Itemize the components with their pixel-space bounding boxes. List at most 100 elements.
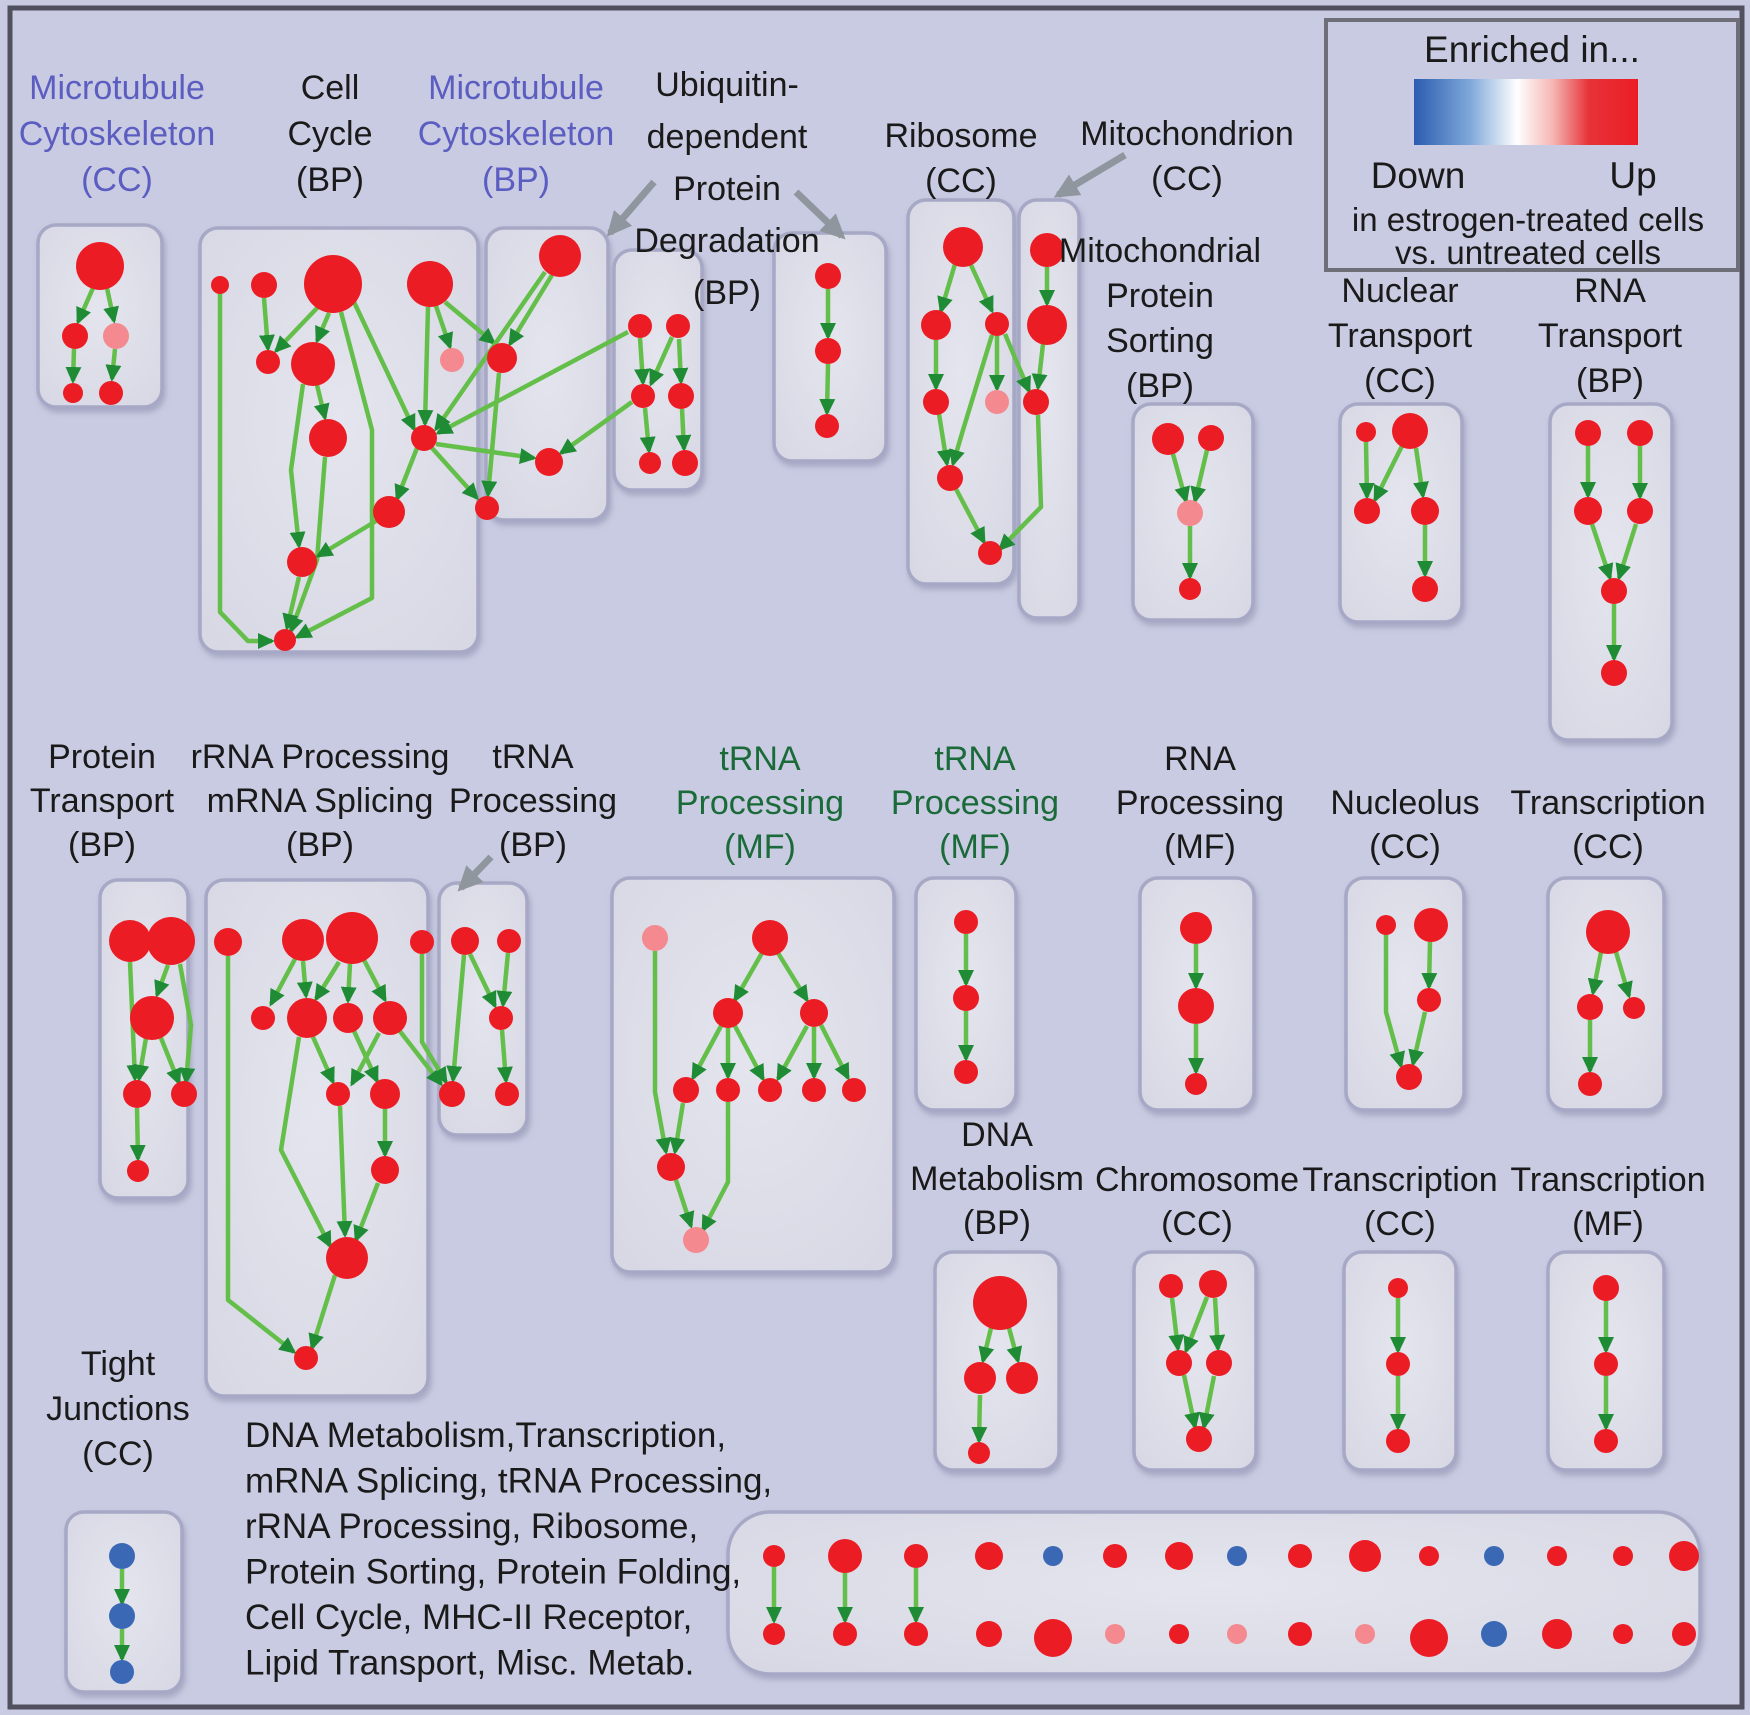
edge-ribosome-cc [936,413,953,467]
label-pointer-arrow [793,189,846,240]
node-microtubule-cytoskeleton-cc [99,381,123,405]
node-chromosome-cc [1186,1426,1212,1452]
edge-chromosome-cc [1168,1297,1185,1352]
group-label-line: Mitochondrion [1080,115,1294,153]
edge-microtubule-cytoskeleton-bp [508,273,554,347]
legend-gradient-bar [1414,79,1638,145]
node-rna-processing-mf [1180,912,1212,944]
node-mixed-metabolism-strip [1613,1546,1633,1566]
label-pointer-arrow [457,854,494,892]
node-nuclear-transport-cc [1411,497,1439,525]
edge-protein-transport-bp [158,1037,182,1086]
node-mixed-metabolism-strip [1669,1541,1699,1571]
node-cell-cycle-bp [256,350,280,374]
group-label-line: Ubiquitin- [655,66,799,104]
group-label-line: Processing [1116,784,1284,822]
node-ubiquitin-degradation-box-1 [672,450,698,476]
group-label-line: Transport [1328,317,1473,355]
edge-ribosome-cc [937,263,958,314]
group-box-rna-transport-bp [1548,402,1674,742]
edge-trna-processing-mf-large [691,1024,723,1081]
edge-rrna-processing-mrna-splicing-bp [225,956,297,1354]
node-ubiquitin-degradation-box-2 [815,414,839,438]
group-label-line: (CC) [1151,160,1223,198]
node-rrna-processing-mrna-splicing-bp [282,919,324,961]
node-ubiquitin-degradation-box-1 [668,383,694,409]
edge-rrna-processing-mrna-splicing-bp [350,1031,381,1087]
node-mixed-metabolism-strip [1410,1619,1448,1657]
edge-ubiquitin-degradation-box-1 [672,338,689,385]
group-label-line: Microtubule [428,69,604,107]
group-label-line: (BP) [693,274,761,312]
group-label-line: Transcription [1302,1161,1497,1199]
node-mixed-metabolism-strip [904,1544,928,1568]
legend-subtitle-1: in estrogen-treated cells [1352,201,1704,238]
group-label-line: (BP) [68,826,136,864]
node-mixed-metabolism-strip [1481,1621,1507,1647]
node-protein-transport-bp [147,917,195,965]
edge-chromosome-cc [1209,1297,1226,1352]
annotation-text-line: mRNA Splicing, tRNA Processing, [245,1462,772,1501]
node-trna-processing-mf-small [954,1060,978,1084]
node-transcription-cc-lower [1386,1352,1410,1376]
edge-cell-cycle-bp [394,447,420,502]
node-transcription-cc-upper [1586,910,1630,954]
node-rrna-processing-mrna-splicing-bp [251,1006,275,1030]
edge-cell-cycle-bp [417,306,434,427]
group-box-rrna-processing-mrna-splicing-bp [204,878,430,1398]
group-label-line: (CC) [925,162,997,200]
edge-trna-processing-mf-large [818,1023,851,1081]
edge-chromosome-cc [1198,1375,1217,1430]
group-label-line: Junctions [46,1390,190,1428]
node-microtubule-cytoskeleton-bp [539,235,581,277]
node-mixed-metabolism-strip [1105,1624,1125,1644]
node-mixed-metabolism-strip [1672,1622,1696,1646]
node-mixed-metabolism-strip [1613,1624,1633,1644]
cross-edge [1002,333,1032,394]
node-rna-transport-bp [1627,420,1653,446]
edge-protein-transport-bp [129,1107,146,1162]
edge-rrna-processing-mrna-splicing-bp [296,960,313,999]
node-ubiquitin-degradation-box-1 [631,384,655,408]
edge-microtubule-cytoskeleton-bp [481,372,502,498]
group-label-line: tRNA [719,740,801,778]
node-cell-cycle-bp [251,272,277,298]
edge-trna-processing-bp [496,952,513,1008]
node-trna-processing-mf-small [954,910,978,934]
node-rrna-processing-mrna-splicing-bp [333,1003,363,1033]
group-label-line: RNA [1574,272,1646,310]
group-label-line: Sorting [1106,322,1214,360]
cross-edge [443,300,497,345]
node-cell-cycle-bp [407,261,453,307]
group-label-line: Transport [1538,317,1683,355]
node-rrna-processing-mrna-splicing-bp [410,930,434,954]
node-trna-processing-bp [439,1081,465,1107]
node-mixed-metabolism-strip [976,1621,1002,1647]
node-trna-processing-mf-large [673,1077,699,1103]
edge-microtubule-cytoskeleton-cc [103,287,119,324]
node-mixed-metabolism-strip [1165,1542,1193,1570]
node-cell-cycle-bp [373,496,405,528]
node-trna-processing-bp [451,927,479,955]
node-transcription-cc-upper [1577,994,1603,1020]
edge-trna-processing-mf-large [652,951,672,1155]
node-nuclear-transport-cc [1354,498,1380,524]
node-mixed-metabolism-strip [1547,1546,1567,1566]
edge-ubiquitin-degradation-box-1 [648,336,675,387]
node-nuclear-transport-cc [1356,422,1376,442]
cross-edge [997,414,1044,552]
group-box-chromosome-cc [1132,1250,1258,1472]
node-rrna-processing-mrna-splicing-bp [370,1079,400,1109]
edge-ribosome-cc [954,487,986,545]
group-label-line: Ribosome [884,117,1037,155]
node-mixed-metabolism-strip [828,1539,862,1573]
edge-transcription-cc-upper [1587,951,1604,996]
node-mixed-metabolism-strip [1034,1619,1072,1657]
node-mixed-metabolism-strip [1484,1546,1504,1566]
node-nucleolus-cc [1396,1064,1422,1090]
node-mixed-metabolism-strip [1349,1540,1381,1572]
edge-mitochondrial-protein-sorting-bp [1170,453,1190,504]
edge-dna-metabolism-bp [978,1327,995,1364]
edge-chromosome-cc [1183,1296,1210,1354]
